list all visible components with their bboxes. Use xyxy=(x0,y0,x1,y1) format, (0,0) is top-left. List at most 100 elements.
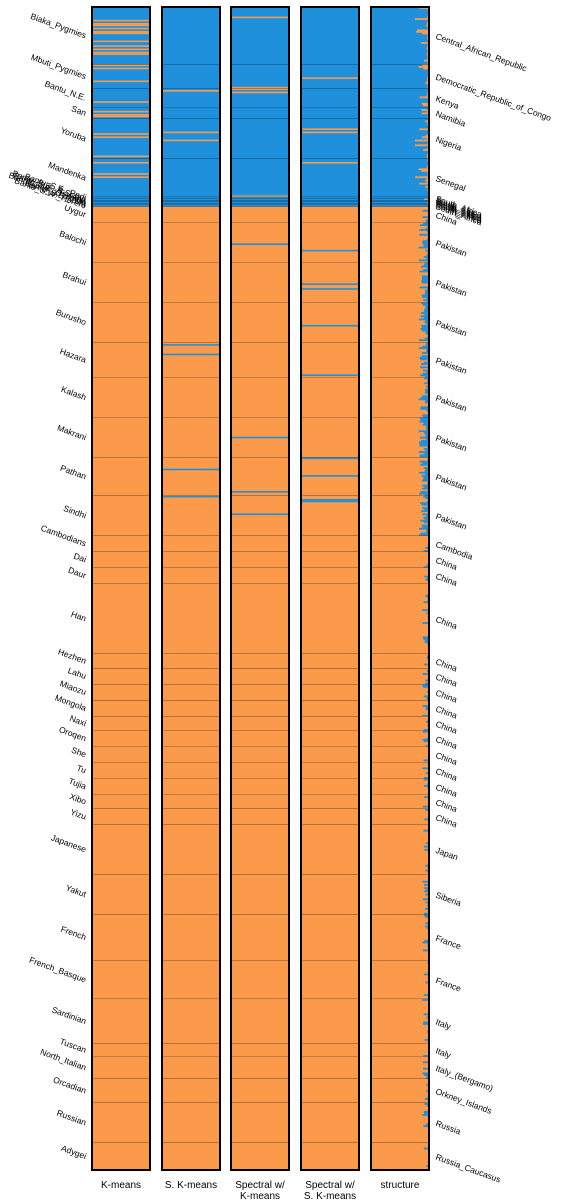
admixture-segment xyxy=(420,407,429,410)
admixture-segment xyxy=(426,254,429,257)
band-yizu xyxy=(371,808,429,825)
misassigned-row xyxy=(301,457,359,460)
admixture-segment xyxy=(419,471,429,474)
population-label-kalash: Kalash xyxy=(60,384,88,402)
admixture-segment xyxy=(426,612,429,615)
population-label-san: San xyxy=(70,103,88,118)
band-brahui xyxy=(92,262,150,303)
misassigned-row xyxy=(92,22,150,25)
admixture-segment xyxy=(426,669,429,672)
admixture-segment xyxy=(425,922,429,925)
misassigned-row xyxy=(92,136,150,138)
admixture-segment xyxy=(426,1031,429,1033)
band-bantu-s-w-ovambo xyxy=(371,201,429,204)
admixture-segment xyxy=(420,406,429,409)
band-north-italian xyxy=(231,1056,289,1079)
admixture-segment xyxy=(423,256,429,259)
band-sindhi xyxy=(162,495,220,536)
admixture-segment xyxy=(421,169,429,172)
admixture-segment xyxy=(424,382,429,385)
band-mongola xyxy=(162,700,220,717)
admixture-segment xyxy=(418,451,429,453)
country-label-pakistan: Pakistan xyxy=(434,238,468,259)
admixture-segment xyxy=(426,530,429,533)
admixture-segment xyxy=(425,399,429,402)
admixture-segment xyxy=(423,759,429,762)
admixture-segment xyxy=(423,784,429,787)
admixture-segment xyxy=(418,347,429,350)
band-sardinian xyxy=(92,999,150,1044)
admixture-segment xyxy=(422,414,429,417)
band-lahu xyxy=(301,668,359,685)
misassigned-row xyxy=(301,131,359,134)
population-label-lahu: Lahu xyxy=(67,665,88,681)
admixture-segment xyxy=(425,706,429,709)
admixture-segment xyxy=(424,320,429,322)
band-oroqen xyxy=(92,730,150,747)
admixture-segment xyxy=(423,912,429,915)
admixture-segment xyxy=(424,521,429,524)
band-pathan xyxy=(92,457,150,496)
admixture-segment xyxy=(423,729,429,731)
admixture-segment xyxy=(422,685,429,688)
population-label-makrani: Makrani xyxy=(56,422,88,442)
misassigned-row xyxy=(231,88,289,91)
band-bantu-s-w-ovambo xyxy=(162,201,220,204)
column-frame xyxy=(300,6,360,1171)
band-san xyxy=(92,107,150,119)
country-label-china: China xyxy=(434,750,459,767)
band-sardinian xyxy=(301,999,359,1044)
admixture-segment xyxy=(425,227,429,230)
admixture-segment xyxy=(424,973,429,976)
band-orcadian xyxy=(162,1078,220,1103)
admixture-segment xyxy=(423,478,429,481)
admixture-segment xyxy=(425,925,429,928)
band-yizu xyxy=(231,808,289,825)
admixture-segment xyxy=(425,435,429,437)
admixture-segment xyxy=(423,740,429,743)
admixture-segment xyxy=(426,78,429,81)
band-daur xyxy=(371,567,429,584)
admixture-segment xyxy=(422,767,429,770)
admixture-segment xyxy=(425,307,429,310)
band-kalash xyxy=(231,377,289,418)
band-yakut xyxy=(231,874,289,915)
admixture-segment xyxy=(425,219,429,222)
admixture-segment xyxy=(423,268,429,271)
band-mongola xyxy=(231,700,289,717)
band-tu xyxy=(162,762,220,779)
band-miaozu xyxy=(92,684,150,701)
country-label-france: France xyxy=(434,975,463,994)
admixture-segment xyxy=(426,1016,429,1019)
admixture-segment xyxy=(422,64,429,67)
admixture-segment xyxy=(420,532,429,535)
band-bantu-s-e-zulu xyxy=(162,203,220,206)
admixture-segment xyxy=(419,460,429,463)
admixture-segment xyxy=(426,428,429,431)
band-dai xyxy=(162,551,220,568)
band-hezhen xyxy=(231,653,289,669)
band-orcadian xyxy=(92,1078,150,1103)
misassigned-row xyxy=(92,114,150,116)
admixture-segment xyxy=(422,487,429,490)
admixture-segment xyxy=(421,479,429,482)
band-mbuti-pygmies xyxy=(371,64,429,89)
band-tujia xyxy=(92,778,150,795)
admixture-segment xyxy=(421,294,429,297)
band-san xyxy=(301,107,359,119)
admixture-segment xyxy=(422,941,429,944)
admixture-segment xyxy=(418,246,429,249)
method-label-spectral-w-k-means: Spectral w/K-means xyxy=(235,1180,285,1200)
misassigned-row xyxy=(231,86,289,89)
admixture-segment xyxy=(424,431,429,434)
admixture-segment xyxy=(422,1072,429,1075)
band-mandenka xyxy=(231,158,289,198)
misassigned-row xyxy=(301,374,359,377)
admixture-segment xyxy=(424,663,429,666)
admixture-segment xyxy=(426,698,429,701)
admixture-segment xyxy=(422,805,429,808)
column-frame xyxy=(161,6,221,1171)
admixture-segment xyxy=(420,502,429,505)
misassigned-row xyxy=(301,161,359,164)
band-bantu-s-e-tswana xyxy=(301,200,359,202)
